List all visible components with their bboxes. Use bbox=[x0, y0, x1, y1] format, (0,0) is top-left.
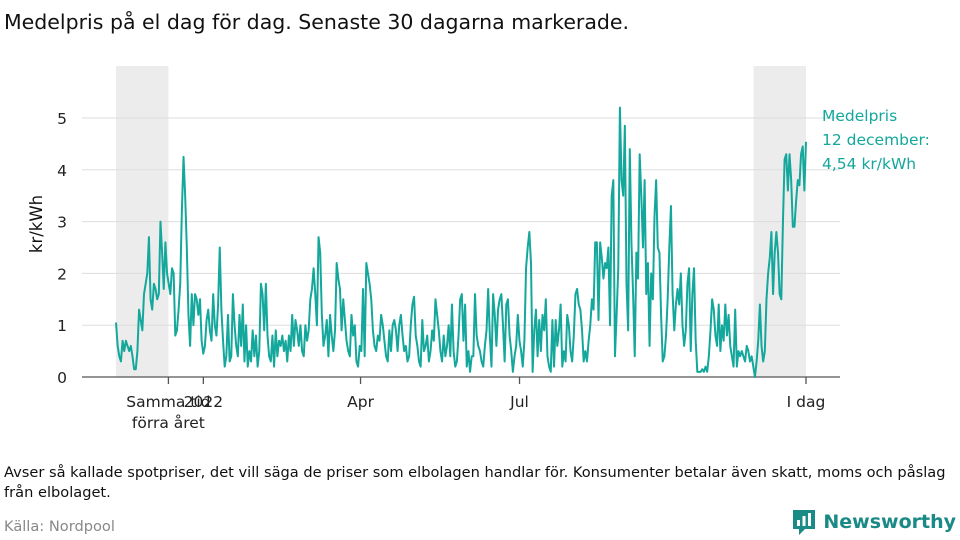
latest-value-annotation: Medelpris 12 december: 4,54 kr/kWh bbox=[822, 107, 930, 173]
y-axis-ticks: 0 1 2 3 4 5 bbox=[57, 110, 67, 387]
brand-logo[interactable]: Newsworthy bbox=[791, 508, 956, 536]
x-tick-label: Apr bbox=[347, 393, 374, 411]
y-tick-label: 5 bbox=[57, 110, 67, 128]
annotation-line-0: Medelpris bbox=[822, 107, 897, 125]
y-tick-label: 1 bbox=[57, 317, 67, 335]
series-lines bbox=[115, 106, 807, 378]
chart-title: Medelpris på el dag för dag. Senaste 30 … bbox=[4, 10, 630, 34]
x-tick-label: 2022 bbox=[184, 393, 223, 411]
annotation-line-1: 12 december: bbox=[822, 131, 930, 149]
y-tick-label: 4 bbox=[57, 162, 67, 180]
x-tick-label: Samma tid förra året bbox=[126, 393, 210, 432]
newsworthy-logo-icon bbox=[793, 510, 816, 535]
y-tick-label: 3 bbox=[57, 214, 67, 232]
source-text: Källa: Nordpool bbox=[4, 518, 115, 535]
gridlines bbox=[82, 117, 840, 326]
annotation-line-2: 4,54 kr/kWh bbox=[822, 155, 916, 173]
x-tick-label: I dag bbox=[787, 393, 826, 411]
y-axis-label: kr/kWh bbox=[27, 195, 46, 253]
y-tick-label: 0 bbox=[57, 369, 67, 387]
y-tick-label: 2 bbox=[57, 265, 67, 283]
series-line-0 bbox=[115, 106, 807, 378]
x-tick-label: Jul bbox=[509, 393, 529, 411]
footnote: Avser så kallade spotpriser, det vill sä… bbox=[4, 464, 946, 501]
brand-name: Newsworthy bbox=[823, 511, 956, 533]
